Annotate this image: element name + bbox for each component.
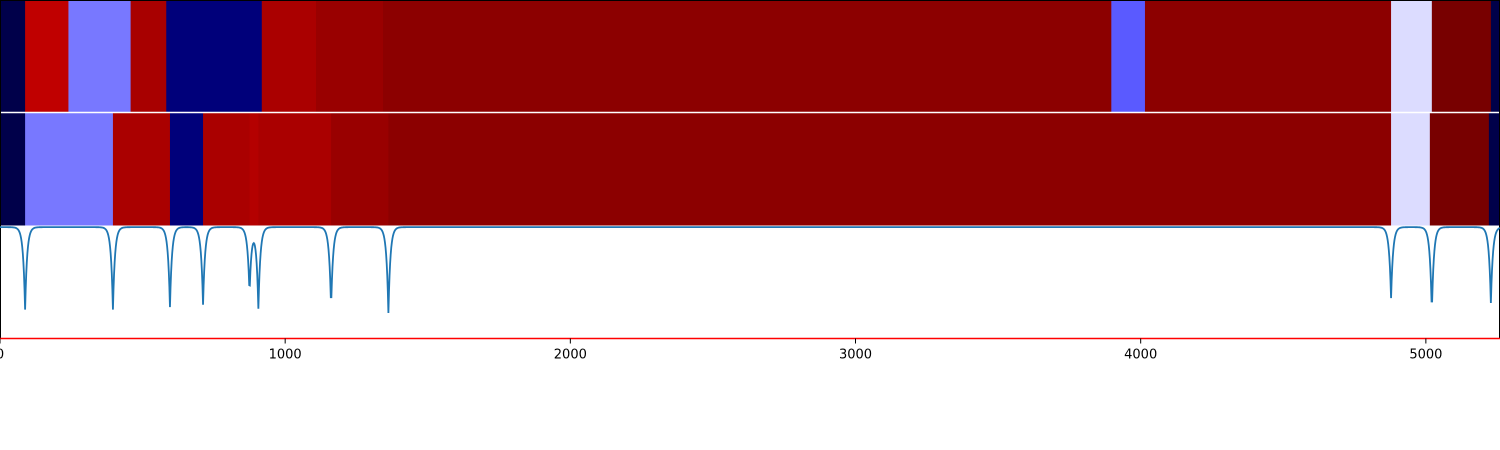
heatmap-segment	[258, 113, 332, 226]
heatmap-segment	[203, 113, 251, 226]
heatmap-segment	[0, 113, 26, 226]
heatmap-segment	[68, 0, 132, 113]
heatmap-segment	[1490, 0, 1500, 113]
heatmap-segment	[25, 113, 114, 226]
x-tick-label: 0	[0, 348, 4, 363]
x-axis: 0 1000 2000 3000 4000 5000	[0, 338, 1442, 363]
heatmap-segment	[382, 0, 1112, 113]
heatmap-segment	[1391, 113, 1431, 226]
x-tick-label: 2000	[554, 348, 587, 363]
heatmap-segment	[112, 113, 171, 226]
heatmap-row-bottom	[0, 113, 1500, 226]
heatmap-segment	[1488, 113, 1500, 226]
heatmap-row-top	[0, 0, 1500, 113]
heatmap-segment	[1144, 0, 1392, 113]
x-tick-label: 4000	[1124, 348, 1157, 363]
heatmap-segment	[331, 113, 389, 226]
x-tick-label: 1000	[269, 348, 302, 363]
heatmap-segment	[1429, 113, 1490, 226]
heatmap-segment	[249, 113, 259, 226]
heatmap-segment	[1111, 0, 1146, 113]
heatmap-segment	[1431, 0, 1492, 113]
heatmap-segment	[0, 0, 26, 113]
heatmap-segment	[388, 113, 1392, 226]
heatmap-segment	[25, 0, 70, 113]
signal-line	[0, 226, 1500, 313]
heatmap-segment	[130, 0, 167, 113]
heatmap-segment	[1391, 0, 1433, 113]
x-tick-label: 3000	[839, 348, 872, 363]
x-tick-label: 5000	[1409, 348, 1442, 363]
heatmap-segment	[169, 113, 204, 226]
heatmap-segment	[261, 0, 317, 113]
heatmap-segment	[315, 0, 384, 113]
heatmap-segment	[166, 0, 263, 113]
